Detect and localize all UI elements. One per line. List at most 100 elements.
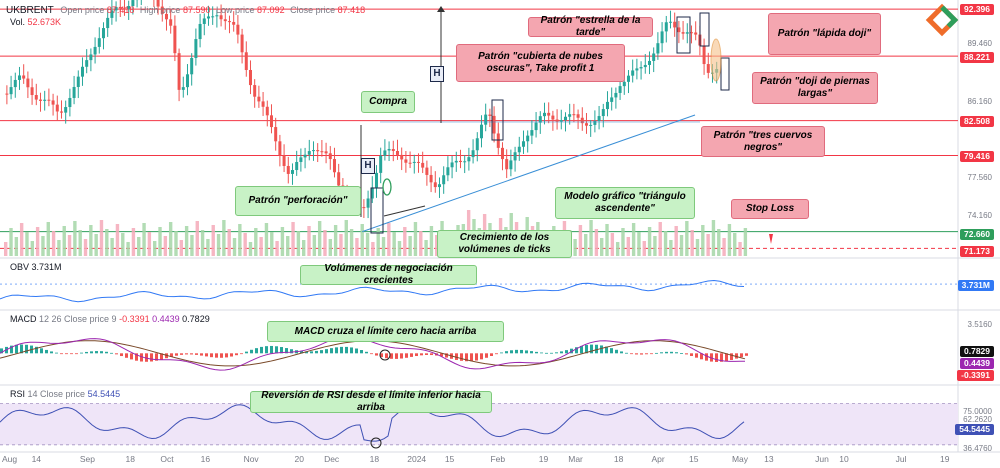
volume-bar	[46, 222, 50, 256]
candle-body	[668, 21, 672, 23]
macd-histogram-bar	[625, 352, 628, 354]
volume-bar	[711, 220, 716, 256]
macd-value-1: -0.3391	[119, 314, 150, 324]
candle-body	[299, 157, 303, 162]
annotation-perforacion: Patrón "perforación"	[235, 186, 361, 216]
candle-body	[643, 64, 647, 68]
candle-body	[584, 123, 588, 126]
time-axis-label: 18	[125, 454, 135, 464]
time-axis-label: Sep	[79, 454, 95, 464]
macd-histogram-bar	[430, 353, 433, 356]
macd-histogram-bar	[735, 353, 738, 359]
macd-histogram-bar	[355, 348, 358, 354]
macd-histogram-bar	[705, 353, 708, 361]
candle-body	[500, 147, 504, 160]
candle-body	[463, 161, 467, 163]
macd-histogram-bar	[380, 353, 383, 358]
annotation-macd: MACD cruza el límite cero hacia arriba	[267, 321, 504, 342]
candle-body	[22, 75, 26, 79]
candle-body	[610, 97, 614, 102]
pattern-box	[720, 57, 730, 91]
candle-body	[467, 157, 471, 162]
volume-bar	[110, 238, 114, 256]
macd-histogram-bar	[25, 344, 28, 354]
macd-histogram-bar	[255, 348, 258, 354]
doji-highlight	[710, 38, 722, 82]
candle-body	[694, 32, 698, 35]
volume-bar	[243, 233, 247, 256]
macd-histogram-bar	[120, 353, 123, 357]
volume-bar	[9, 228, 13, 256]
candle-body	[689, 32, 693, 34]
time-axis-label: 10	[839, 454, 849, 464]
volume-bar	[147, 232, 152, 256]
candle-body	[5, 93, 9, 95]
candle-body	[685, 32, 689, 34]
macd-histogram-bar	[720, 353, 723, 362]
macd-histogram-bar	[400, 353, 403, 359]
macd-histogram-bar	[260, 346, 263, 354]
volume-bar	[131, 228, 136, 256]
volume-bar	[280, 227, 285, 256]
candle-body	[551, 115, 555, 120]
candle-body	[64, 107, 68, 113]
volume-bar	[339, 234, 343, 256]
macd-histogram-bar	[700, 353, 703, 360]
close-label: Close price	[290, 5, 336, 15]
candle-body	[387, 148, 391, 151]
volume-bar	[137, 237, 141, 256]
high-value: 87.590	[182, 5, 211, 15]
candle-body	[324, 151, 328, 154]
candle-body	[635, 68, 639, 71]
volume-bar	[121, 233, 125, 256]
annotation-triangulo: Modelo gráfico "triángulo ascendente"	[555, 187, 695, 219]
volume-bar	[722, 238, 726, 256]
volume-bar	[381, 237, 386, 256]
macd-histogram-bar	[315, 350, 318, 354]
time-axis-label: 13	[764, 454, 774, 464]
volume-bar	[291, 222, 295, 256]
candle-body	[576, 114, 580, 118]
price-level-tag: 82.508	[960, 116, 994, 127]
volume-bar	[408, 236, 412, 256]
volume-bar	[589, 220, 593, 256]
candle-body	[328, 153, 332, 160]
volume-bar	[615, 242, 620, 256]
rsi-header: RSI 14 Close price 54.5445	[10, 389, 120, 399]
volume-bar	[424, 240, 428, 256]
volume-bar	[67, 235, 72, 256]
macd-histogram-bar	[140, 353, 143, 362]
volume-bar	[105, 229, 109, 256]
candle-body	[517, 146, 521, 153]
pattern-box	[699, 12, 710, 47]
candle-body	[509, 160, 513, 170]
candle-body	[412, 161, 416, 163]
macd-histogram-bar	[530, 351, 533, 354]
candle-body	[114, 6, 118, 11]
volume-bar	[190, 235, 194, 256]
volume-bar	[392, 232, 396, 256]
volume-bar	[259, 237, 263, 256]
symbol-header: UKBRENT Open price 87.418 High price 87.…	[6, 5, 365, 16]
time-axis-label: Oct	[160, 454, 174, 464]
candle-body	[647, 60, 651, 65]
volume-bar	[206, 239, 210, 256]
volume-bar	[387, 223, 391, 256]
volume-bar	[115, 224, 120, 256]
candle-body	[479, 124, 483, 139]
macd-histogram-bar	[340, 346, 343, 354]
time-axis-label: Jul	[895, 454, 907, 464]
macd-histogram-bar	[635, 353, 638, 355]
macd-histogram-bar	[520, 349, 523, 354]
candle-body	[366, 198, 370, 208]
macd-histogram-bar	[335, 347, 338, 354]
candle-body	[618, 86, 622, 93]
volume-bar	[57, 240, 61, 256]
candle-body	[55, 104, 59, 112]
volume-bar	[637, 232, 641, 256]
macd-histogram-bar	[670, 351, 673, 354]
candle-body	[198, 23, 202, 40]
macd-histogram-bar	[385, 353, 388, 359]
macd-histogram-bar	[595, 344, 598, 354]
candle-body	[492, 115, 496, 134]
